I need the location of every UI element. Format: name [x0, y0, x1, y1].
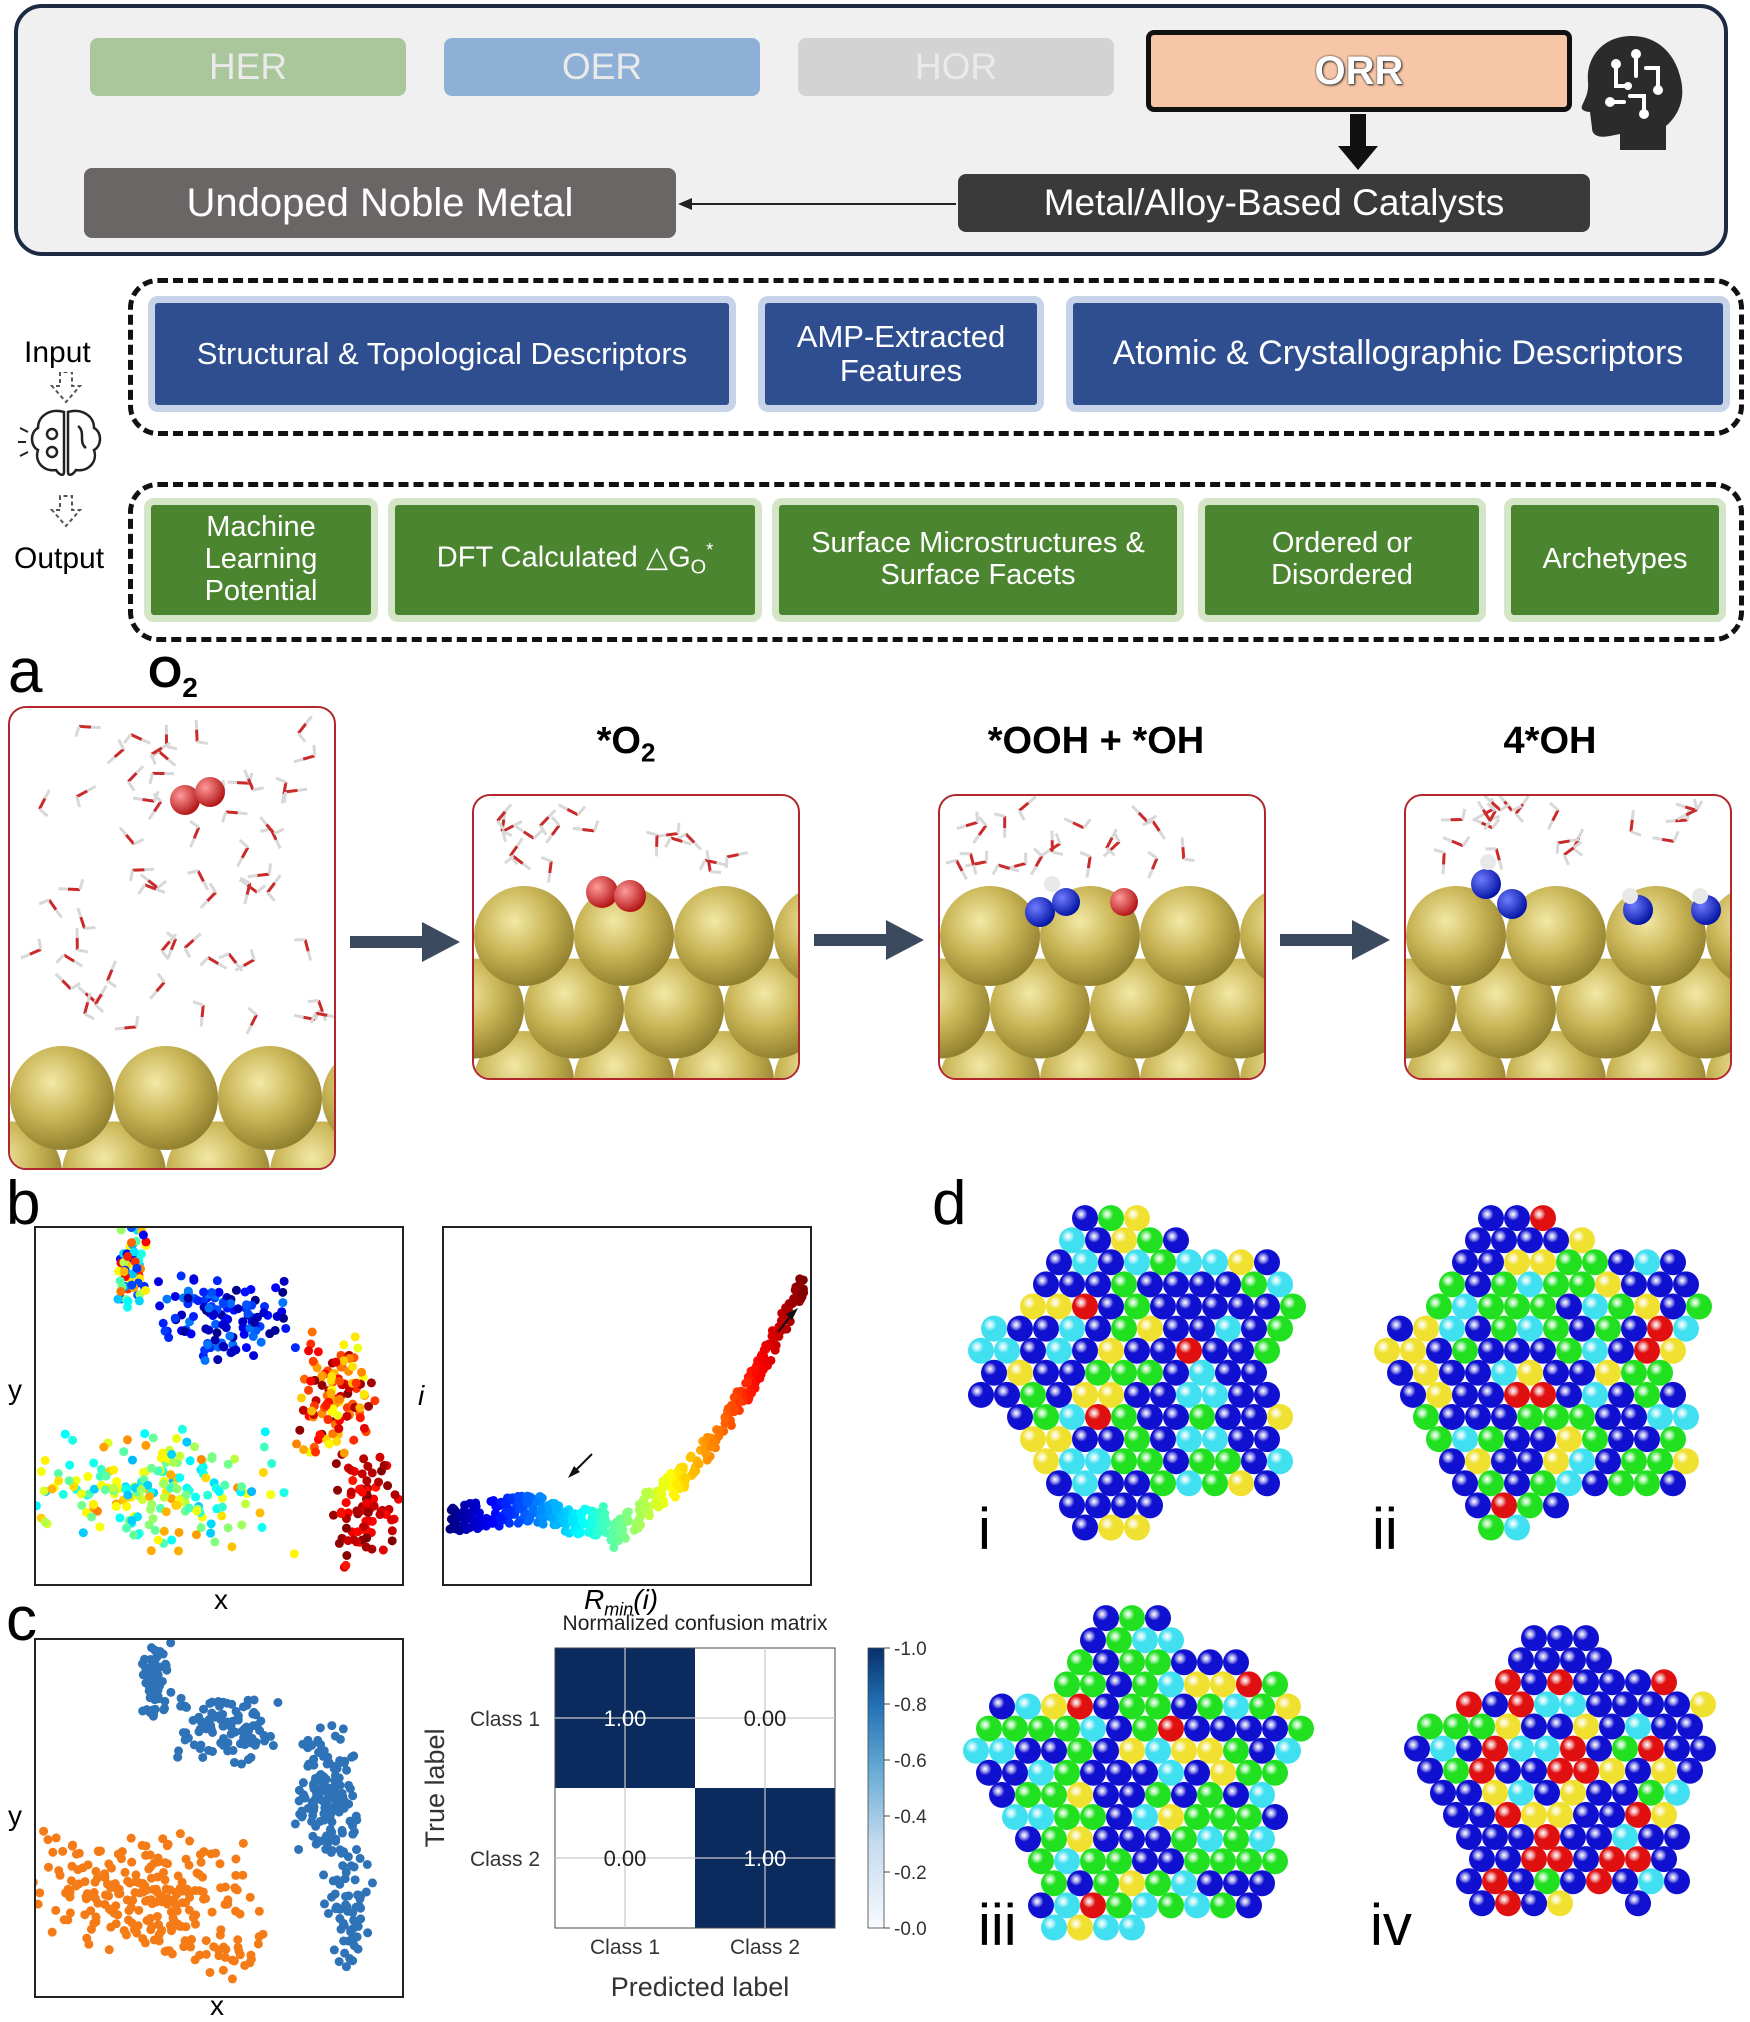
- c-xlabel: x: [210, 1990, 224, 2021]
- input-dashed-frame: [128, 278, 1744, 436]
- output-label: Output: [14, 542, 105, 575]
- cm-xlabel: Predicted label: [611, 1972, 790, 2002]
- b-right-ylabel: i: [418, 1380, 425, 1411]
- panel-c-letter: c: [6, 1585, 37, 1654]
- nanoparticle-iv: [1404, 1625, 1716, 1917]
- subclass-box[interactable]: Undoped Noble Metal: [84, 168, 676, 238]
- cm-col-label-2: Class 2: [730, 1936, 800, 1959]
- np-label-iii: iii: [978, 1893, 1017, 1958]
- cm-value-2-1: 0.00: [604, 1846, 647, 1871]
- colorbar-tick: -0.6: [894, 1751, 927, 1772]
- output-box-dft[interactable]: DFT Calculated △GO*: [388, 498, 762, 622]
- stage-label-4oh: 4*OH: [1503, 720, 1597, 762]
- b-right-xlabel: Rmin(i): [584, 1584, 659, 1620]
- water-molecules: [20, 715, 334, 1035]
- arrow-icon-3: [1280, 920, 1390, 960]
- her-pill[interactable]: HER: [90, 38, 406, 96]
- o2-label: O2: [148, 648, 198, 703]
- catalyst-class-label: Metal/Alloy-Based Catalysts: [1043, 182, 1505, 223]
- down-arrow-icon: [1338, 114, 1378, 170]
- b-left-ylabel: y: [8, 1374, 22, 1405]
- left-arrow-icon: [678, 198, 956, 210]
- output-box-ordered[interactable]: Ordered or Disordered: [1198, 498, 1486, 622]
- oer-label: OER: [561, 46, 643, 87]
- hor-label: HOR: [914, 46, 998, 87]
- output-box-surface[interactable]: Surface Microstructures & Surface Facets: [772, 498, 1184, 622]
- ordering-plot-right: [442, 1226, 812, 1586]
- metal-slab: [1406, 886, 1730, 1078]
- catalyst-class-box[interactable]: Metal/Alloy-Based Catalysts: [958, 174, 1590, 232]
- c-ylabel: y: [8, 1800, 22, 1831]
- embedding-plot-left: [34, 1226, 404, 1586]
- colorbar-tick: -0.2: [894, 1863, 927, 1884]
- panel-d-letter: d: [932, 1169, 967, 1238]
- input-box-structural-label: Structural & Topological Descriptors: [196, 335, 688, 371]
- output-box-surface-label: Surface Microstructures & Surface Facets: [811, 527, 1145, 591]
- colorbar-tick: -0.8: [894, 1695, 927, 1716]
- water-molecules: [945, 796, 1195, 881]
- output-box-ordered-label: Ordered or Disordered: [1271, 527, 1413, 591]
- input-label: Input: [24, 336, 91, 369]
- orr-label: ORR: [1314, 48, 1404, 93]
- output-dashed-frame: [128, 482, 1744, 642]
- stage-label-ooh-oh: *OOH + *OH: [987, 720, 1205, 762]
- arrow-icon-1: [350, 922, 460, 962]
- metal-slab: [10, 1046, 334, 1168]
- model-icon: [18, 372, 102, 528]
- colorbar-tick: -1.0: [894, 1639, 927, 1660]
- np-label-ii: ii: [1372, 1497, 1398, 1562]
- her-label: HER: [208, 46, 288, 87]
- water-molecules: [1433, 796, 1704, 875]
- colorbar: [867, 1647, 885, 1929]
- stage-label-o2: *O2: [596, 720, 656, 768]
- metal-slab: [474, 886, 798, 1078]
- confusion-title: Normalized confusion matrix: [563, 1612, 828, 1635]
- class-scatter-plot: [34, 1638, 404, 1998]
- cm-row-label-2: Class 2: [470, 1848, 540, 1871]
- initial-state-frame: [8, 706, 336, 1170]
- confusion-matrix: Normalized confusion matrix 1.00 0.00 0.…: [420, 1612, 927, 2002]
- panel-a-letter: a: [8, 637, 43, 706]
- cm-value-1-1: 1.00: [604, 1706, 647, 1731]
- output-box-dft-label: DFT Calculated △GO*: [436, 540, 714, 579]
- cm-ylabel: True label: [420, 1728, 450, 1847]
- hor-pill[interactable]: HOR: [798, 38, 1114, 96]
- stage-frame-4oh: [1404, 794, 1732, 1080]
- output-box-archetypes[interactable]: Archetypes: [1504, 498, 1726, 622]
- input-box-amp-label: AMP-Extracted Features: [796, 318, 1006, 388]
- input-box-atomic[interactable]: Atomic & Crystallographic Descriptors: [1066, 296, 1730, 412]
- stage-frame-ooh-oh: [938, 794, 1266, 1080]
- output-box-mlp-label: Machine Learning Potential: [204, 511, 318, 607]
- subclass-label: Undoped Noble Metal: [186, 180, 574, 225]
- output-box-archetypes-label: Archetypes: [1542, 543, 1688, 576]
- oer-pill[interactable]: OER: [444, 38, 760, 96]
- arrow-icon-2: [814, 920, 924, 960]
- metal-slab: [940, 886, 1264, 1078]
- water-molecules: [496, 803, 749, 883]
- nanoparticle-ii: [1374, 1205, 1712, 1541]
- orr-pill[interactable]: ORR: [1146, 30, 1572, 112]
- np-label-i: i: [978, 1497, 991, 1562]
- b-left-xlabel: x: [214, 1584, 228, 1615]
- np-label-iv: iv: [1370, 1893, 1412, 1958]
- input-box-amp[interactable]: AMP-Extracted Features: [758, 296, 1044, 412]
- nanoparticle-i: [968, 1205, 1306, 1541]
- ai-head-icon: [1581, 36, 1683, 150]
- colorbar-tick: -0.0: [894, 1919, 927, 1940]
- input-box-structural[interactable]: Structural & Topological Descriptors: [148, 296, 736, 412]
- cm-value-2-2: 1.00: [744, 1846, 787, 1871]
- colorbar-tick: -0.4: [894, 1807, 927, 1828]
- reaction-selector-panel: HER OER HOR ORR Metal/Alloy-Based Cataly…: [14, 4, 1728, 256]
- input-box-atomic-label: Atomic & Crystallographic Descriptors: [1112, 334, 1684, 373]
- cm-value-1-2: 0.00: [744, 1706, 787, 1731]
- cm-row-label-1: Class 1: [470, 1708, 540, 1731]
- output-box-mlp[interactable]: Machine Learning Potential: [144, 498, 378, 622]
- cm-col-label-1: Class 1: [590, 1936, 660, 1959]
- nanoparticle-iii: [963, 1605, 1314, 1941]
- stage-frame-o2: [472, 794, 800, 1080]
